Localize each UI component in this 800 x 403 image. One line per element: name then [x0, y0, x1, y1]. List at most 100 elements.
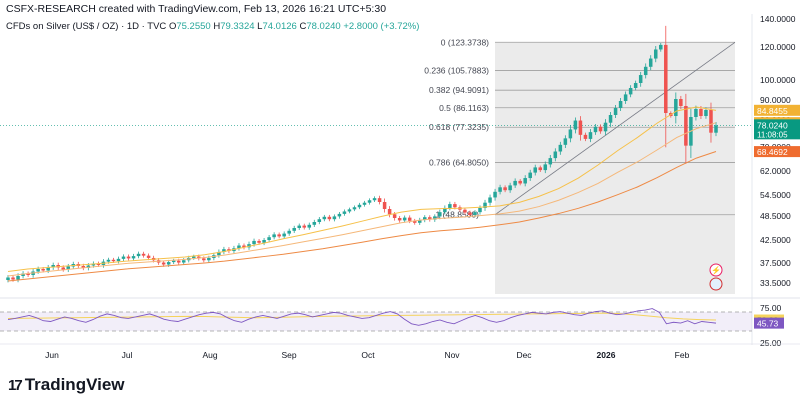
candle-body: [332, 216, 337, 220]
time-axis-label: Jun: [45, 350, 59, 360]
candle-body: [397, 218, 402, 221]
candle-body: [543, 164, 548, 171]
candle-body: [653, 49, 658, 59]
candle-body: [674, 99, 678, 116]
candle-body: [638, 75, 643, 83]
lightning-event-icon: [709, 263, 723, 277]
candle-body: [121, 256, 126, 259]
symbol-name: CFDs on Silver (US$ / OZ) · 1D · TVC: [6, 21, 167, 32]
time-axis-label: Nov: [444, 350, 460, 360]
price-tag: [754, 119, 800, 140]
candle-body: [694, 109, 698, 117]
price-tag: [754, 104, 800, 116]
candle-body: [468, 212, 472, 215]
candle-body: [372, 198, 377, 201]
rsi-ma-line: [7, 312, 717, 321]
candle-body: [51, 265, 55, 268]
candle-body: [699, 109, 703, 116]
candle-body: [46, 267, 50, 271]
candle-body: [202, 258, 206, 261]
price-axis-label: 90.0000: [760, 95, 791, 105]
candle-body: [126, 256, 131, 259]
candle-body: [558, 144, 563, 152]
candle-body: [412, 220, 417, 223]
candle-body: [307, 224, 312, 228]
candle-body: [588, 132, 593, 139]
symbol-ohlc-legend: CFDs on Silver (US$ / OZ) · 1D · TVC O75…: [6, 21, 419, 32]
high-value: 79.3324: [220, 21, 255, 32]
candle-body: [628, 88, 633, 95]
price-axis-label: 62.0000: [760, 166, 791, 176]
candle-body: [86, 265, 91, 268]
candle-body: [277, 234, 281, 237]
candle-body: [664, 44, 668, 113]
time-axis-label: Feb: [675, 350, 690, 360]
candle-body: [613, 108, 618, 115]
candle-body: [538, 167, 543, 171]
candle-body: [392, 214, 397, 218]
rsi-tag-label: 45.73: [757, 319, 779, 329]
time-axis-label: 2026: [597, 350, 616, 360]
candle-body: [438, 212, 442, 217]
close-label: C: [299, 21, 307, 32]
candle-body: [317, 219, 322, 222]
fib-level-label: 0.382 (94.9091): [429, 85, 489, 95]
candle-body: [166, 262, 171, 265]
candle-body: [488, 197, 492, 203]
candle-body: [292, 228, 296, 231]
candle-body: [357, 204, 362, 208]
candle-body: [342, 211, 347, 214]
candle-body: [106, 259, 111, 262]
candle-body: [61, 267, 65, 270]
candle-body: [181, 260, 186, 263]
price-axis-label: 140.0000: [760, 14, 796, 24]
candle-body: [111, 259, 116, 262]
candle-body: [603, 122, 608, 132]
candle-body: [66, 266, 71, 270]
candle-body: [6, 277, 10, 280]
candle-body: [262, 240, 266, 243]
candle-body: [583, 134, 588, 139]
candle-body: [593, 126, 598, 133]
candle-body: [257, 240, 261, 243]
price-axis-label: 48.5000: [760, 211, 791, 221]
candle-body: [41, 269, 45, 271]
fib-level-label: 1 (48.8588): [436, 210, 480, 220]
candle-body: [533, 167, 537, 173]
price-axis-label: 54.5000: [760, 190, 791, 200]
candle-body: [417, 220, 422, 223]
candle-body: [684, 106, 688, 146]
candle-body: [428, 217, 432, 220]
lightning-glyph-icon: ⚡: [711, 265, 721, 275]
ema-mid-line: [7, 122, 717, 277]
candle-body: [247, 244, 251, 248]
candle-body: [367, 200, 372, 203]
candle-body: [297, 225, 301, 228]
rsi-axis-label: 75.00: [760, 303, 782, 313]
candle-body: [448, 204, 452, 208]
candle-body: [493, 191, 497, 198]
candle-body: [282, 233, 286, 237]
candle-body: [362, 202, 367, 205]
price-axis-label: 37.5000: [760, 258, 791, 268]
tradingview-mark-icon: 17: [8, 376, 23, 394]
candle-body: [16, 276, 20, 280]
candle-body: [11, 277, 15, 280]
candle-body: [96, 263, 101, 265]
candle-body: [568, 129, 573, 139]
candle-body: [302, 225, 307, 228]
time-axis-label: Dec: [516, 350, 532, 360]
candle-body: [423, 217, 427, 220]
ema-short-line: [7, 106, 717, 272]
time-axis-label: Jul: [122, 350, 133, 360]
price-tag-label: 68.4692: [757, 147, 788, 157]
candle-body: [322, 216, 327, 220]
candle-body: [171, 260, 176, 263]
fib-level-label: 0 (123.3738): [441, 37, 489, 47]
high-label: H: [213, 21, 221, 32]
candle-body: [26, 273, 30, 275]
open-value: 75.2550: [176, 21, 211, 32]
candle-body: [197, 256, 201, 259]
candle-body: [387, 209, 392, 215]
